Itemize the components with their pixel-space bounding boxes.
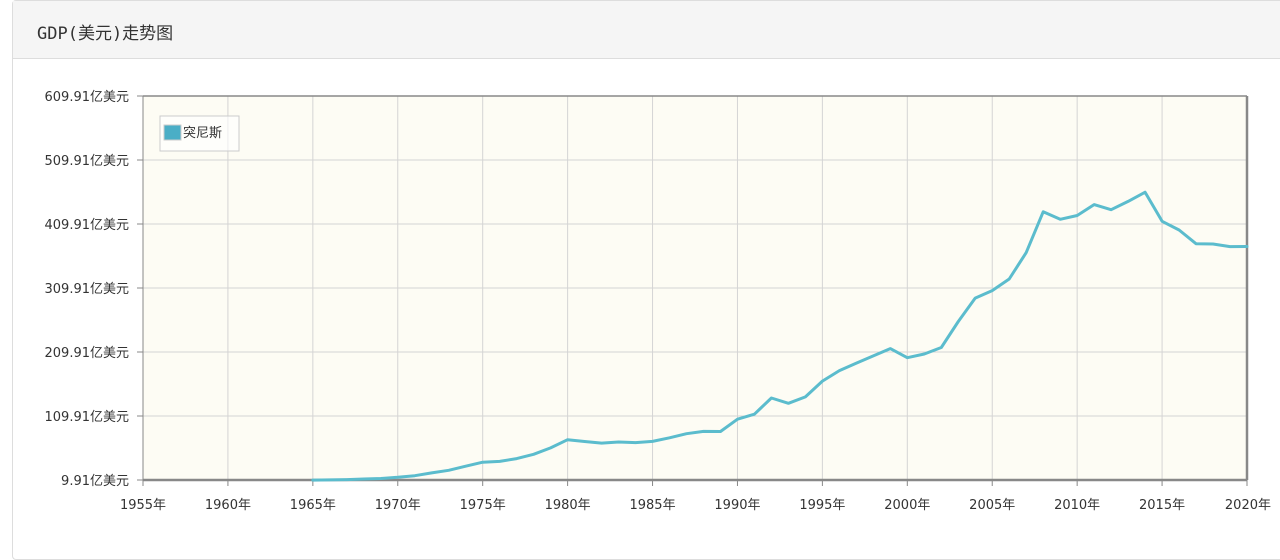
x-tick-label: 1955年 <box>120 498 166 513</box>
x-tick-label: 2000年 <box>884 498 930 513</box>
axes: 9.91亿美元 109.91亿美元 209.91亿美元 309.91亿美元 409.91… <box>45 90 1272 513</box>
x-tick-label: 1975年 <box>460 498 506 513</box>
x-tick-label: 2015年 <box>1139 498 1185 513</box>
panel-header: GDP(美元)走势图 <box>13 1 1280 59</box>
x-tick-label: 1970年 <box>375 498 421 513</box>
series-layer <box>311 190 1249 482</box>
x-tick-label: 1985年 <box>629 498 675 513</box>
x-tick-label: 1960年 <box>205 498 251 513</box>
x-tick-label: 1995年 <box>799 498 845 513</box>
panel-title: GDP(美元)走势图 <box>37 24 174 44</box>
legend-swatch <box>163 124 182 141</box>
y-tick-label: 509.91亿美元 <box>45 154 130 169</box>
legend-label: 突尼斯 <box>183 125 222 141</box>
y-tick-label: 609.91亿美元 <box>45 90 130 105</box>
y-tick-label: 309.91亿美元 <box>45 282 130 297</box>
x-tick-label: 2005年 <box>969 498 1015 513</box>
x-tick-label: 2010年 <box>1054 498 1100 513</box>
y-tick-label: 9.91亿美元 <box>61 474 129 489</box>
y-tick-label: 109.91亿美元 <box>45 410 130 425</box>
y-tick-label: 409.91亿美元 <box>45 218 130 233</box>
series-line <box>311 190 1249 482</box>
x-tick-label: 1980年 <box>545 498 591 513</box>
y-tick-label: 209.91亿美元 <box>45 346 130 361</box>
x-tick-label: 2020年 <box>1225 498 1271 513</box>
gdp-line-chart: 9.91亿美元 109.91亿美元 209.91亿美元 309.91亿美元 409.91… <box>45 90 1272 513</box>
x-tick-label: 1965年 <box>290 498 336 513</box>
x-tick-label: 1990年 <box>714 498 760 513</box>
legend[interactable]: 突尼斯 <box>159 115 240 152</box>
